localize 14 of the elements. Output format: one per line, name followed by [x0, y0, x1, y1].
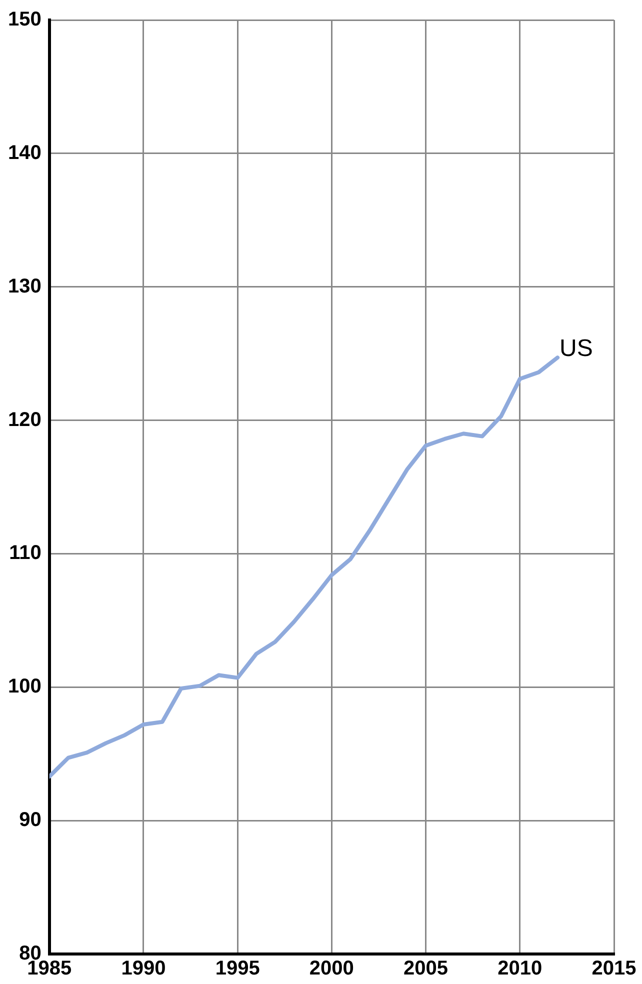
y-tick-label: 110: [9, 542, 42, 564]
x-tick-label: 2000: [309, 958, 354, 980]
y-tick-label: 130: [8, 275, 42, 298]
y-tick-label: 90: [19, 809, 42, 832]
y-tick-label: 150: [8, 8, 42, 31]
y-tick-label: 120: [8, 408, 42, 431]
y-tick-label: 100: [8, 676, 42, 698]
x-tick-label: 2005: [404, 958, 448, 980]
y-tick-label: 140: [8, 142, 42, 164]
x-tick-label: 1995: [215, 958, 260, 980]
x-tick-label: 2015: [592, 958, 636, 980]
series-label: US: [560, 335, 593, 362]
x-tick-label: 1990: [121, 958, 166, 980]
x-tick-label: 2010: [498, 958, 542, 980]
